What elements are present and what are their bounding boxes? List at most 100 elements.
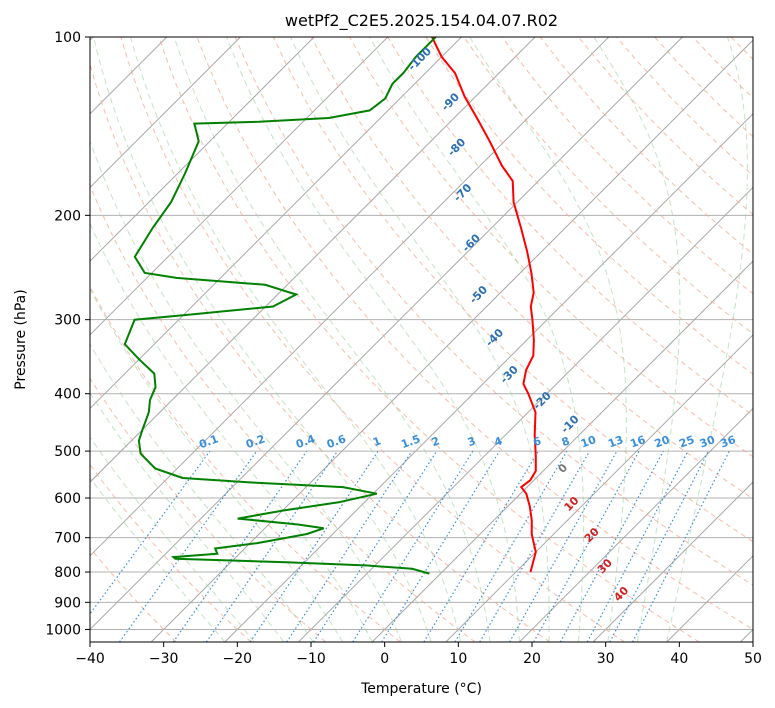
dry-adiabat-line — [158, 37, 700, 642]
moist-adiabat-line — [90, 343, 314, 642]
mixing-ratio-label: 1.5 — [399, 432, 422, 451]
plot-frame — [89, 36, 754, 643]
isotherm-line — [150, 39, 753, 642]
dry-adiabat-line — [311, 37, 753, 500]
moist-adiabat-line — [90, 139, 403, 642]
dry-adiabat-line — [234, 37, 753, 586]
mixing-ratio-label: 4 — [492, 434, 504, 449]
mixing-ratio-line — [454, 450, 568, 642]
moist-adiabat-line — [93, 37, 432, 642]
dry-adiabat-line — [692, 37, 753, 99]
moist-adiabat-line — [90, 436, 255, 642]
mixing-ratio-label: 0.2 — [244, 432, 267, 451]
isotherm-line — [90, 37, 241, 189]
isotherm-line — [519, 407, 753, 642]
isotherm-label: -60 — [460, 231, 483, 254]
isotherm-label: -50 — [467, 283, 490, 306]
isotherm-line — [90, 37, 462, 410]
mixing-ratio-label: 20 — [653, 433, 672, 451]
dry-adiabat-line — [90, 463, 252, 642]
isotherm-label: 10 — [562, 494, 582, 514]
x-tick-label: −30 — [149, 651, 179, 667]
chart-title: wetPf2_C2E5.2025.154.04.07.R02 — [285, 11, 558, 31]
isotherm-label: -90 — [439, 90, 462, 113]
mixing-ratio-label: 25 — [677, 433, 696, 450]
mixing-ratio-line — [423, 450, 539, 642]
dry-adiabat-line — [654, 37, 753, 138]
mixing-ratio-line — [632, 450, 730, 642]
y-tick-label: 1000 — [45, 622, 81, 638]
dry-adiabat-line — [539, 37, 753, 255]
dry-adiabat-line — [387, 37, 753, 416]
y-tick-label: 100 — [54, 30, 81, 46]
mixing-ratio-line — [533, 450, 640, 642]
mixing-ratio-label: 2 — [430, 434, 442, 449]
mixing-ratio-line — [205, 450, 339, 642]
x-tick-label: 0 — [380, 651, 389, 667]
isotherm-line — [666, 555, 753, 642]
x-tick-label: 50 — [744, 651, 762, 667]
moist-adiabat-line — [90, 222, 373, 642]
y-tick-label: 200 — [54, 208, 81, 224]
dry-adiabat-line — [90, 547, 177, 642]
dry-adiabat-line — [501, 37, 753, 295]
mixing-ratio-line — [509, 450, 618, 642]
mixing-ratio-label: 8 — [560, 434, 572, 449]
isotherm-line — [592, 481, 753, 642]
mixing-ratio-line — [352, 450, 474, 642]
y-tick-label: 800 — [54, 565, 81, 581]
isotherm-line — [371, 260, 753, 642]
isotherm-label: 20 — [582, 525, 602, 545]
y-axis-label: Pressure (hPa) — [13, 289, 29, 389]
isotherm-label: -70 — [451, 181, 474, 204]
mixing-ratio-line — [381, 450, 500, 642]
mixing-ratio-line — [479, 450, 591, 642]
x-tick-label: 30 — [597, 651, 615, 667]
dry-adiabat-line — [349, 37, 753, 458]
isotherm-label: -80 — [445, 135, 468, 158]
y-tick-label: 600 — [54, 491, 81, 507]
y-tick-label: 400 — [54, 387, 81, 403]
moist-adiabat-line — [593, 37, 681, 642]
mixing-ratio-label: 13 — [606, 433, 625, 450]
y-tick-label: 500 — [54, 444, 81, 460]
isotherm-line — [90, 37, 683, 631]
mixing-ratio-label: 3 — [466, 434, 478, 449]
isotherm-line — [90, 37, 536, 483]
moist-adiabat-line — [369, 37, 585, 642]
mixing-ratio-line — [172, 450, 308, 642]
mixing-ratio-label: 10 — [579, 433, 598, 451]
dry-adiabat-line — [90, 184, 476, 642]
isotherm-label: -10 — [558, 412, 581, 435]
x-tick-label: −40 — [75, 651, 105, 667]
mixing-ratio-label: 0.6 — [325, 432, 348, 451]
moist-adiabat-line — [173, 37, 491, 642]
x-tick-label: 20 — [523, 651, 541, 667]
mixing-ratio-label: 16 — [628, 433, 647, 451]
dry-adiabat-line — [463, 37, 753, 335]
y-tick-label: 300 — [54, 313, 81, 329]
mixing-ratio-label: 0.4 — [294, 432, 317, 451]
moist-adiabat-line — [90, 287, 344, 642]
mixing-ratio-label: 36 — [719, 433, 738, 451]
mixing-ratio-line — [249, 450, 379, 642]
x-tick-label: −10 — [296, 651, 326, 667]
x-tick-label: 40 — [670, 651, 688, 667]
x-axis-label: Temperature (°C) — [360, 681, 482, 697]
mixing-ratio-label: 0.1 — [197, 432, 220, 451]
isotherm-line — [445, 334, 753, 642]
moist-adiabat-line — [290, 37, 550, 642]
moist-adiabat-line — [666, 37, 748, 642]
dewpoint-profile-line — [123, 37, 437, 575]
moist-adiabat-line — [90, 392, 285, 642]
dry-adiabat-line — [616, 37, 753, 177]
mixing-ratio-label: 1 — [371, 434, 383, 449]
dry-adiabat-line — [120, 37, 625, 642]
dry-adiabat-line — [90, 62, 551, 642]
isotherm-line — [90, 37, 315, 262]
mixing-ratio-line — [286, 450, 413, 642]
mixing-ratio-line — [313, 450, 438, 642]
dry-adiabat-line — [769, 37, 775, 642]
isotherm-label: -40 — [483, 326, 506, 349]
